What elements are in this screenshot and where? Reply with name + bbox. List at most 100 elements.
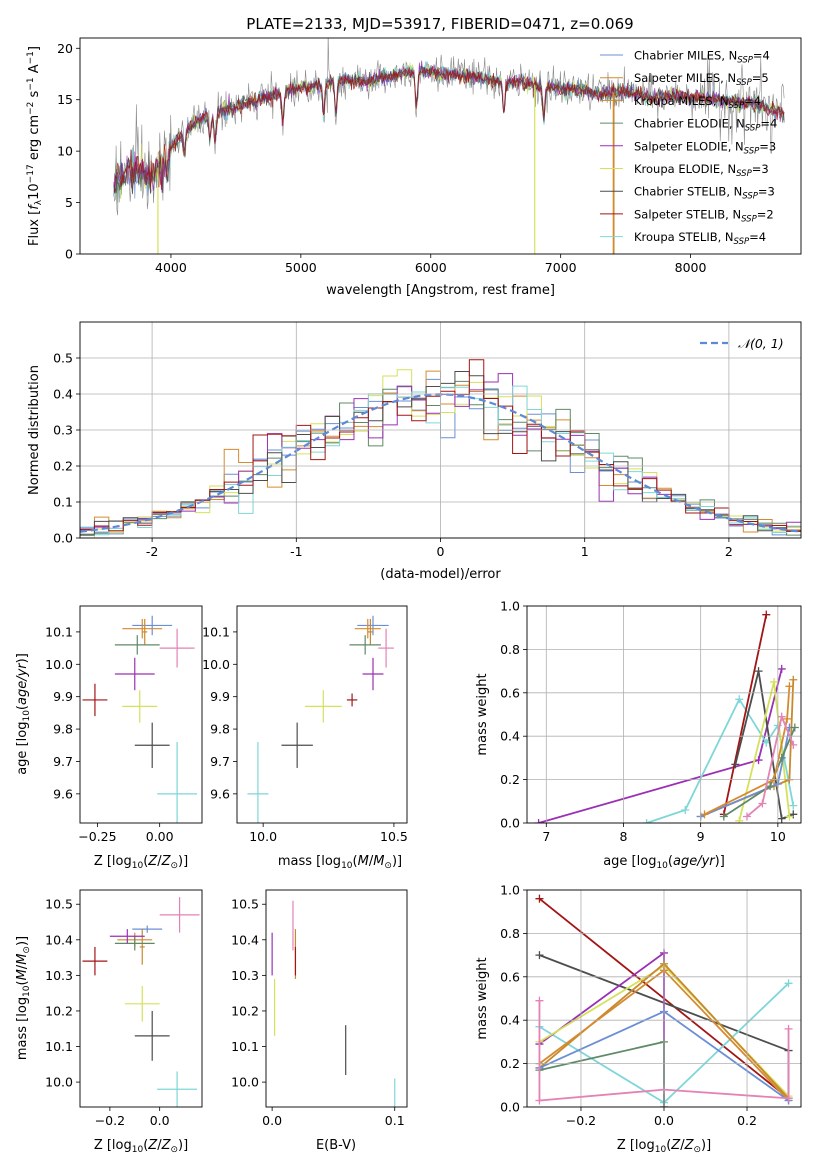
legend-entry: Chabrier STELIB, NSSP=3 (634, 185, 775, 202)
weight-marker (784, 1024, 793, 1033)
weight-marker (777, 664, 786, 673)
mass_vs_Z-ytick-label: 10.1 (45, 1039, 73, 1054)
weight-marker (790, 723, 799, 732)
weight-marker (789, 801, 798, 810)
mass_vs_Z-frame (79, 889, 203, 1108)
mass_vs_ebv-ytick-label: 10.1 (231, 1039, 259, 1054)
residuals-xlabel: (data-model)/error (380, 567, 501, 582)
age_vs_mass-plot-area (247, 615, 394, 823)
mass_weight_vs_Z-ytick-label: 0.2 (500, 1056, 520, 1071)
legend-entry: Kroupa ELODIE, NSSP=3 (634, 162, 769, 179)
spectrum-ytick-label: 10 (57, 144, 73, 159)
mass_weight_vs_age-ytick-label: 0.2 (500, 772, 520, 787)
mass_vs_Z-axes: −0.2 0.0 10.0 10.1 10.2 10.3 10.4 10.5 Z [log10(… (15, 889, 203, 1155)
legend-entry: Salpeter STELIB, NSSP=2 (634, 207, 774, 224)
mass_weight_vs_age-ytick-label: 0.4 (500, 729, 520, 744)
weight-marker (784, 1094, 793, 1103)
mass_vs_Z-ytick-label: 10.3 (45, 968, 73, 983)
age_vs_Z-plot-area (82, 615, 198, 823)
residuals-ylabel: Normed distribution (27, 365, 42, 495)
mass_weight_vs_age-ytick-label: 0.8 (500, 642, 520, 657)
mass-vs-ebv-xlabel: E(B-V) (316, 1138, 356, 1153)
legend-entry: Chabrier ELODIE, NSSP=4 (634, 117, 777, 134)
mass_weight_vs_Z-ylabel: mass weight (475, 957, 490, 1039)
spectrum-xtick-label: 6000 (415, 260, 447, 275)
weight-marker (777, 712, 786, 721)
residuals-xtick-label: -2 (146, 544, 158, 559)
age_vs_Z-xtick-label: 0.00 (146, 829, 174, 844)
weight-marker (681, 805, 690, 814)
residuals-ytick-label: 0.4 (53, 387, 73, 402)
mass_weight_vs_Z-ytick-label: 0.6 (500, 969, 520, 984)
mass_weight_vs_Z-frame (526, 889, 802, 1108)
spectrum-legend: Chabrier MILES, NSSP=4 Salpeter MILES, NS… (600, 49, 777, 247)
age_vs_mass-axes: 10.0 10.5 9.6 9.7 9.8 9.9 10.0 10.1 mass [log10(… (202, 605, 408, 871)
spectrum-frame (79, 37, 802, 255)
mass_weight_vs_age-ytick-label: 0.6 (500, 685, 520, 700)
age_vs_Z-ytick-label: 9.9 (53, 689, 73, 704)
age_vs_Z-ytick-label: 9.7 (53, 754, 73, 769)
weight-marker (783, 714, 792, 723)
weight-series-line (746, 713, 795, 818)
mass_vs_Z-xtick-label: −0.2 (95, 1113, 125, 1128)
mass_weight_vs_age-axes: 7 8 9 10 0.0 0.2 0.4 0.6 0.8 1.0 mass weight age [l… (475, 599, 802, 871)
age_vs_Z-axes: −0.25 0.00 9.6 9.7 9.8 9.9 10.0 10.1 Z [log10(Z/… (15, 605, 203, 871)
residuals-xtick-label: 1 (581, 544, 589, 559)
weight-vs-age-xlabel: age [log10(age/yr)] (603, 854, 725, 871)
mass_weight_vs_Z-ytick-label: 1.0 (500, 883, 520, 898)
age_vs_mass-frame (236, 605, 408, 824)
mass_weight_vs_age-ytick-label: 1.0 (500, 599, 520, 614)
residuals-frame (79, 321, 802, 539)
mass_vs_ebv-ytick-label: 10.3 (231, 968, 259, 983)
age_vs_mass-xtick-label: 10.0 (249, 829, 277, 844)
spectrum-ytick-label: 5 (65, 195, 73, 210)
mass_vs_ebv-ytick-label: 10.5 (231, 897, 259, 912)
mass_vs_Z-ytick-label: 10.5 (45, 897, 73, 912)
weight-marker (766, 782, 775, 791)
mass_vs_Z-plot-area (82, 897, 200, 1107)
weight-marker (534, 819, 543, 823)
residuals-xtick-label: 0 (437, 544, 445, 559)
spectrum-ytick-label: 20 (57, 41, 73, 56)
weight-marker (742, 812, 751, 821)
weight-marker (719, 812, 728, 821)
weight-marker (731, 760, 740, 769)
age_vs_mass-ytick-label: 10.1 (202, 624, 230, 639)
mass_vs_ebv-ytick-label: 10.0 (231, 1075, 259, 1090)
age-vs-Z-xlabel: Z [log10(Z/Z⊙)] (94, 854, 188, 871)
weight-vs-Z-xlabel: Z [log10(Z/Z⊙)] (617, 1138, 711, 1155)
mass_vs_Z-ytick-label: 10.0 (45, 1075, 73, 1090)
mass_vs_Z-xtick-label: 0.0 (150, 1113, 170, 1128)
mass_weight_vs_age-frame (526, 605, 802, 824)
legend-entry: Salpeter MILES, NSSP=5 (634, 71, 769, 88)
legend-entry: Chabrier MILES, NSSP=4 (634, 49, 770, 66)
residuals-ytick-label: 0.2 (53, 459, 73, 474)
residuals-ytick-label: 0.1 (53, 495, 73, 510)
age_vs_mass-ytick-label: 10.0 (202, 657, 230, 672)
age_vs_mass-ytick-label: 9.8 (210, 722, 230, 737)
mass_vs_ebv-axes: 0.0 0.1 10.0 10.1 10.2 10.3 10.4 10.5 E(B-V) (231, 889, 408, 1153)
spectrum-axes: 4000 5000 6000 7000 8000 0 5 10 15 20 wavelength [… (26, 37, 802, 298)
mass_vs_ebv-xtick-label: 0.1 (385, 1113, 405, 1128)
mass_weight_vs_age-plot-area (534, 610, 799, 823)
mass_weight_vs_Z-xtick-label: 0.0 (654, 1113, 674, 1128)
weight-marker (642, 819, 651, 823)
weight-marker (735, 695, 744, 704)
mass_weight_vs_age-ylabel: mass weight (475, 673, 490, 755)
weight-marker (535, 996, 544, 1005)
weight-marker (789, 740, 798, 749)
mass_vs_Z-ytick-label: 10.2 (45, 1003, 73, 1018)
figure-title: PLATE=2133, MJD=53917, FIBERID=0471, z=0… (246, 15, 633, 33)
mass_weight_vs_Z-xtick-label: 0.2 (737, 1113, 757, 1128)
mass_vs_ebv-xtick-label: 0.0 (262, 1113, 282, 1128)
spectrum-model-line (113, 66, 785, 194)
mass_vs_ebv-frame (265, 889, 408, 1108)
legend-entry: Kroupa STELIB, NSSP=4 (634, 230, 766, 247)
weight-marker (754, 667, 763, 676)
spectrum-plot-area (113, 38, 785, 254)
spectrum-ylabel: Flux [fλ10−17 erg cm−2 s−1 A−1] (26, 46, 44, 246)
weight-marker (762, 610, 771, 619)
weight-marker (785, 682, 794, 691)
age-vs-mass-xlabel: mass [log10(M/M⊙)] (278, 854, 402, 871)
age_vs_Z-ytick-label: 9.6 (53, 786, 73, 801)
